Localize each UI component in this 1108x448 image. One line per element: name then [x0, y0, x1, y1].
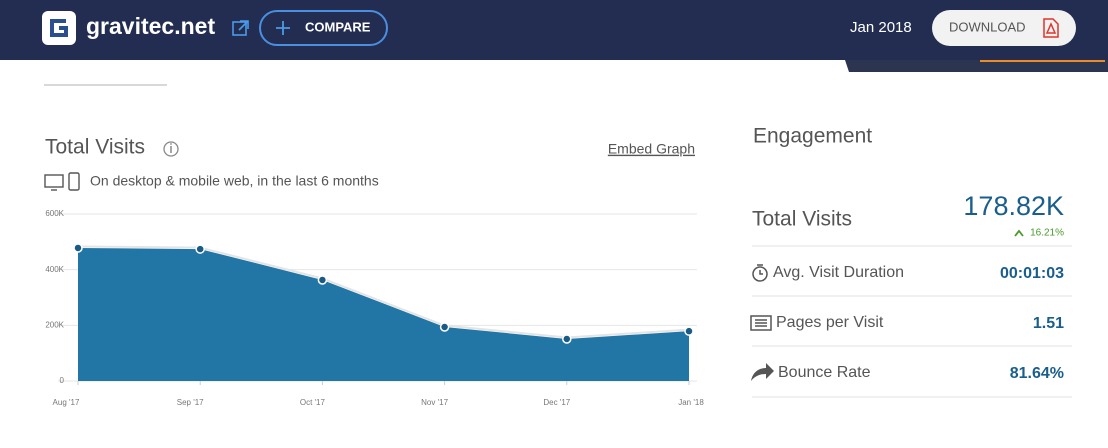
external-link-icon[interactable]	[232, 20, 249, 36]
y-tick-label: 400K	[45, 265, 64, 274]
header-tab	[845, 60, 1108, 72]
site-name: gravitec.net	[86, 13, 215, 39]
section-title: Total Visits	[45, 136, 145, 159]
metric-value: 1.51	[1033, 315, 1064, 332]
x-tick-label: Jan '18	[678, 398, 704, 407]
metric-label: Bounce Rate	[778, 364, 871, 381]
change-arrow	[1014, 229, 1024, 237]
total-visits-value: 178.82K	[963, 191, 1064, 221]
device-icons	[44, 172, 80, 191]
x-tick-label: Nov '17	[421, 398, 448, 407]
total-visits-label: Total Visits	[752, 208, 852, 231]
bounce-icon	[751, 363, 774, 381]
point	[684, 326, 694, 336]
engagement-title: Engagement	[753, 125, 872, 148]
plus-icon	[276, 21, 290, 35]
line	[77, 245, 690, 339]
metric-value: 81.64%	[1010, 365, 1064, 382]
favicon-glyph	[50, 19, 68, 37]
metric-label: Avg. Visit Duration	[773, 264, 904, 281]
point	[195, 244, 205, 254]
info-icon[interactable]	[163, 141, 179, 157]
chart-subtitle: On desktop & mobile web, in the last 6 m…	[90, 173, 379, 189]
x-tick-label: Dec '17	[543, 398, 570, 407]
embed-graph-link[interactable]: Embed Graph	[608, 141, 695, 157]
y-tick-label: 600K	[45, 209, 64, 218]
point	[73, 243, 83, 253]
x-tick-label: Aug '17	[53, 398, 80, 407]
y-tick-label: 0	[60, 376, 65, 385]
accent-line	[980, 60, 1105, 62]
download-label: DOWNLOAD	[949, 19, 1026, 34]
date-label: Jan 2018	[850, 19, 912, 36]
timer-icon	[752, 264, 768, 282]
x-tick-label: Sep '17	[177, 398, 204, 407]
x-tick-label: Oct '17	[300, 398, 326, 407]
pages-icon	[750, 315, 772, 331]
metric-value: 00:01:03	[1000, 265, 1064, 282]
point	[317, 275, 328, 285]
total-visits-change: 16.21%	[1030, 228, 1064, 239]
area	[78, 247, 689, 381]
y-tick-label: 200K	[45, 320, 64, 329]
download-button[interactable]	[932, 10, 1076, 46]
compare-button[interactable]	[259, 10, 388, 46]
metric-label: Pages per Visit	[776, 314, 884, 331]
compare-label: COMPARE	[305, 19, 371, 34]
chart: 0 200K 400K 600K Aug '17 Sep '17 Oct '17 Nov '1…	[45, 209, 704, 407]
header-bar	[0, 0, 1108, 60]
point	[439, 322, 450, 332]
pdf-icon	[1043, 18, 1059, 38]
point	[562, 334, 572, 344]
